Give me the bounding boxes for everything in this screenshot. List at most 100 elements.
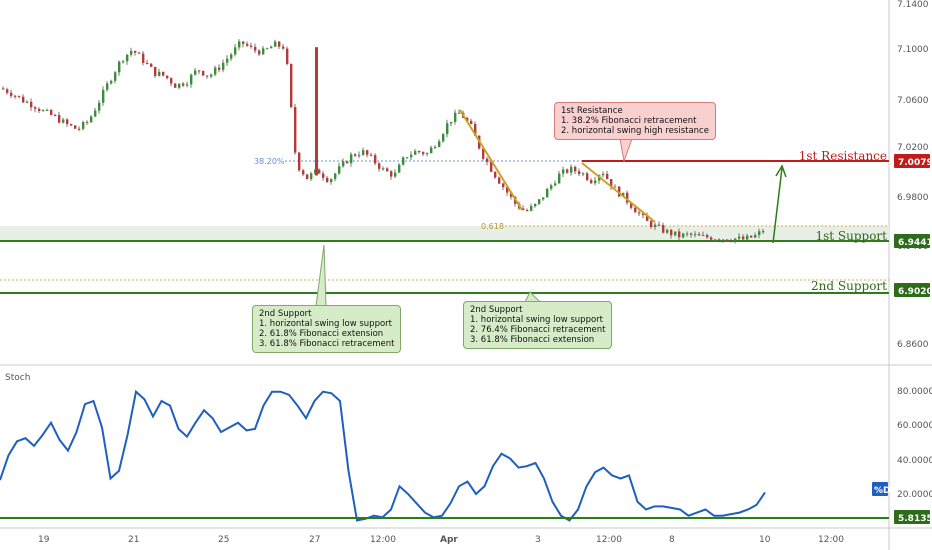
time-axis: 19 21 25 27 12:00 Apr 3 12:00 8 10 12:00 (38, 535, 844, 545)
candle-body (710, 237, 713, 240)
candle-body (70, 124, 73, 126)
candle-body (702, 235, 705, 237)
candle-body (422, 152, 425, 155)
candle-body (334, 173, 337, 180)
candle-body (458, 112, 461, 114)
candle-body (734, 238, 737, 242)
candle-body (346, 161, 349, 164)
candle-body (198, 70, 201, 72)
candle-body (454, 112, 457, 122)
candle-body (450, 121, 453, 124)
candle-body (758, 231, 761, 235)
candle-body (538, 199, 541, 204)
candle-body (562, 169, 565, 174)
support-annotation-left-line-2: 2. 61.8% Fibonacci extension (259, 329, 384, 339)
fib-swing-1 (459, 109, 523, 211)
candle-body (58, 115, 61, 123)
candle-body (510, 192, 513, 197)
resistance-1-label: 1st Resistance (799, 149, 887, 163)
candle-body (554, 183, 557, 186)
support-2-badge (894, 283, 930, 297)
resistance-1-badge (894, 154, 930, 168)
candle-body (270, 46, 273, 49)
support-2-value: 6.9020 (898, 287, 932, 297)
candle-body (730, 240, 733, 242)
support-annotation-right-line-2: 2. 76.4% Fibonacci retracement (470, 325, 606, 335)
candle-body (658, 224, 661, 226)
candle-body (98, 102, 101, 111)
candle-body (410, 154, 413, 158)
time-tick-1: 21 (128, 535, 139, 545)
candle-body (522, 208, 525, 211)
support-annotation-left-title: 2nd Support (259, 309, 312, 319)
candle-body (358, 154, 361, 156)
support-annotation-right-line-3: 3. 61.8% Fibonacci extension (470, 335, 595, 345)
candle-body (350, 154, 353, 164)
candle-body (506, 187, 509, 193)
candle-body (186, 84, 189, 86)
candle-body (94, 110, 97, 117)
candle-body (38, 108, 41, 111)
candle-body (474, 123, 477, 136)
candle-body (266, 48, 269, 50)
time-tick-10: 12:00 (818, 535, 844, 545)
candle-body (546, 188, 549, 198)
candle-body (22, 96, 25, 103)
price-tick-7: 6.8600 (897, 340, 929, 350)
candle-body (262, 48, 265, 55)
candle-body (274, 41, 277, 47)
candle-body (218, 67, 221, 70)
candle-body (238, 41, 241, 48)
candle-body (654, 224, 657, 228)
candle-body (6, 89, 9, 93)
candle-body (194, 70, 197, 75)
candle-body (434, 146, 437, 148)
candle-body (498, 177, 501, 184)
candle-body (286, 48, 289, 64)
resistance-annotation-title: 1st Resistance (561, 106, 623, 116)
candle-body (606, 173, 609, 180)
fib-swing-2 (581, 162, 656, 223)
candle-body (586, 173, 589, 181)
candle-body (406, 157, 409, 159)
candle-body (682, 233, 685, 238)
candle-body (750, 235, 753, 238)
support-zone (0, 226, 889, 240)
candle-body (250, 45, 253, 47)
candle-body (630, 202, 633, 208)
candle-body (494, 171, 497, 178)
candle-body (526, 210, 529, 212)
candle-body (398, 164, 401, 173)
candle-body (602, 173, 605, 176)
candle-body (722, 239, 725, 241)
candle-body (502, 183, 505, 188)
candle-body (470, 120, 473, 124)
candle-body (446, 123, 449, 135)
stoch-value-badge (894, 510, 930, 524)
candle-body (294, 107, 297, 153)
projection-arrowhead (775, 164, 787, 178)
candle-body (86, 121, 89, 123)
candle-body (62, 119, 65, 123)
stoch-d-badge-label: %D (874, 486, 891, 496)
resistance-annotation: 1st Resistance 1. 38.2% Fibonacci retrac… (554, 102, 716, 140)
candle-body (366, 150, 369, 155)
fib-618-label: 0.618 (481, 222, 504, 231)
candle-body (594, 180, 597, 184)
candle-body (2, 88, 5, 90)
time-tick-6: 3 (535, 535, 541, 545)
candle-body (166, 75, 169, 79)
time-tick-7: 12:00 (596, 535, 622, 545)
candle-body (694, 234, 697, 236)
candle-body (26, 101, 29, 103)
candle-body (674, 231, 677, 236)
candle-body (394, 172, 397, 177)
stoch-tick-60: 60.0000 (897, 421, 932, 431)
candle-body (650, 220, 653, 228)
candle-body (698, 234, 701, 236)
candle-body (30, 101, 33, 108)
support-1-label: 1st Support (815, 229, 887, 243)
candle-body (718, 239, 721, 241)
candle-body (230, 54, 233, 59)
candle-body (162, 71, 165, 76)
